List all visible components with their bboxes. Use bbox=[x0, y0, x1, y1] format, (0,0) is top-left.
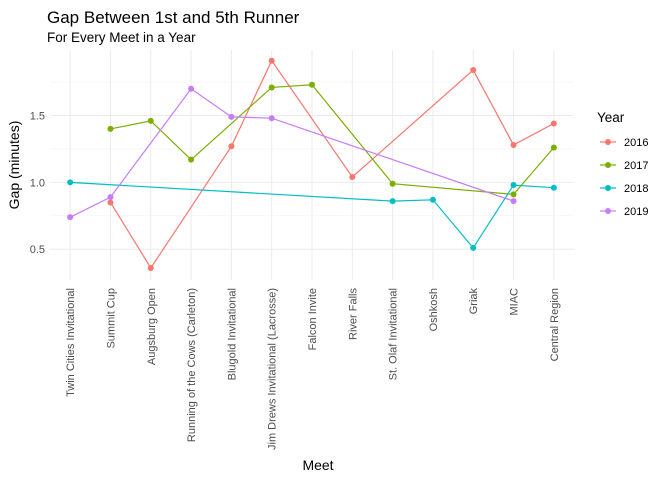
data-point-2017 bbox=[107, 125, 114, 132]
data-point-2019 bbox=[268, 115, 275, 122]
legend-key-point bbox=[605, 139, 611, 145]
data-point-2019 bbox=[188, 85, 195, 92]
data-point-2018 bbox=[510, 182, 517, 189]
x-tick-label: Falcon Invite bbox=[307, 288, 319, 350]
series-line-2017 bbox=[110, 84, 555, 196]
data-point-2017 bbox=[309, 81, 315, 88]
legend-label-2019: 2019 bbox=[624, 206, 648, 218]
x-tick-label: Griak bbox=[468, 288, 480, 315]
x-tick-label: Running of the Cows (Carleton) bbox=[186, 288, 198, 442]
x-tick-label: Summit Cup bbox=[105, 288, 117, 349]
y-axis-ticks: 0.5 1.0 1.5 bbox=[30, 111, 45, 257]
data-point-2019 bbox=[510, 198, 517, 205]
x-tick-label: Twin Cities Invitational bbox=[65, 288, 77, 397]
y-tick-label: 1.0 bbox=[30, 177, 45, 189]
legend-key-point bbox=[605, 185, 611, 191]
data-point-2016 bbox=[550, 120, 557, 127]
x-axis-ticks: Twin Cities Invitational Summit Cup Augsbu… bbox=[65, 288, 561, 450]
data-point-2019 bbox=[107, 194, 114, 201]
data-point-2016 bbox=[228, 143, 235, 150]
y-tick-label: 0.5 bbox=[30, 244, 45, 256]
series-line-2016 bbox=[109, 59, 555, 270]
data-point-2017 bbox=[389, 180, 396, 187]
legend-label-2017: 2017 bbox=[624, 160, 648, 172]
x-tick-label: River Falls bbox=[347, 288, 359, 340]
legend-label-2016: 2016 bbox=[624, 137, 648, 149]
data-point-2016 bbox=[349, 174, 356, 181]
data-point-2017 bbox=[510, 191, 517, 198]
series-points bbox=[67, 57, 557, 271]
legend-key-point bbox=[605, 208, 611, 214]
series-lines bbox=[69, 59, 555, 270]
x-tick-label: Jim Drews Invitational (Lacrosse) bbox=[267, 288, 279, 450]
legend-label-2018: 2018 bbox=[624, 183, 648, 195]
data-point-2016 bbox=[107, 199, 114, 206]
x-tick-label: Blugold Invitational bbox=[226, 288, 238, 380]
data-point-2019 bbox=[228, 113, 235, 120]
x-tick-label: Central Region bbox=[549, 288, 561, 361]
x-tick-label: Augsburg Open bbox=[146, 288, 158, 365]
legend-items: 2016 2017 2018 2019 bbox=[600, 137, 648, 218]
data-point-2018 bbox=[550, 184, 557, 191]
series-line-2018 bbox=[70, 181, 554, 249]
legend: Year 2016 2017 2018 2019 bbox=[597, 110, 648, 218]
data-point-2018 bbox=[389, 198, 396, 205]
data-point-2018 bbox=[67, 179, 74, 186]
data-point-2017 bbox=[550, 144, 557, 151]
y-tick-label: 1.5 bbox=[30, 111, 45, 123]
series-line-2019 bbox=[69, 87, 514, 218]
legend-key-point bbox=[605, 162, 611, 168]
data-point-2019 bbox=[67, 214, 74, 221]
data-point-2016 bbox=[268, 57, 275, 64]
data-point-2016 bbox=[147, 264, 154, 271]
data-point-2016 bbox=[510, 141, 517, 148]
data-point-2018 bbox=[429, 196, 436, 203]
x-tick-label: St. Olaf Invitational bbox=[388, 288, 400, 380]
data-point-2017 bbox=[268, 84, 275, 91]
chart-title: Gap Between 1st and 5th Runner bbox=[47, 8, 300, 27]
data-point-2018 bbox=[470, 244, 477, 251]
y-axis-title: Gap (minutes) bbox=[6, 121, 22, 210]
chart-subtitle: For Every Meet in a Year bbox=[47, 30, 196, 45]
legend-title: Year bbox=[597, 110, 625, 125]
x-tick-label: MIAC bbox=[509, 288, 521, 316]
data-point-2016 bbox=[470, 67, 477, 74]
x-axis-title: Meet bbox=[302, 457, 333, 473]
data-point-2017 bbox=[188, 156, 195, 163]
data-point-2017 bbox=[147, 117, 154, 124]
x-tick-label: Oshkosh bbox=[428, 288, 440, 331]
